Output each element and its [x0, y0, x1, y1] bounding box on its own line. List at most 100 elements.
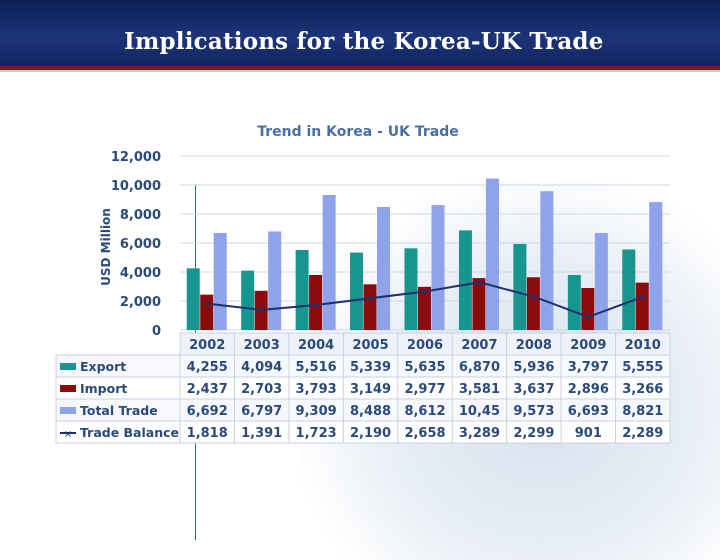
bar-import	[472, 278, 486, 330]
table-cell: 3,797	[568, 360, 609, 375]
table-cell: 2,437	[187, 382, 228, 397]
point-trade-balance	[586, 315, 591, 319]
table-row-bg	[56, 355, 670, 377]
bar-total-trade	[377, 206, 391, 330]
bar-import	[418, 286, 431, 330]
table-cell: 3,149	[350, 382, 391, 397]
bar-import	[581, 288, 595, 330]
table-cell: 5,516	[296, 360, 337, 375]
header-red-stripe	[0, 66, 720, 70]
y-tick-label: 8,000	[120, 208, 161, 223]
x-tick-label: 2010	[625, 338, 661, 353]
bar-import	[309, 275, 323, 330]
y-tick-label: 12,000	[111, 150, 161, 165]
legend-swatch	[60, 407, 76, 414]
table-cell: 901	[575, 426, 602, 441]
x-tick-label: 2009	[570, 338, 606, 353]
table-cell: 8,612	[404, 404, 445, 419]
table-cell: 6,870	[459, 360, 500, 375]
y-tick-label: 2,000	[120, 295, 161, 310]
table-cell: 9,309	[296, 404, 337, 419]
y-tick-label: 6,000	[120, 237, 161, 252]
bar-export	[567, 274, 581, 330]
bar-total-trade	[268, 231, 282, 330]
legend-marker: ×	[64, 429, 72, 440]
bar-import	[200, 294, 214, 330]
table-row-bg	[56, 399, 670, 421]
point-trade-balance	[477, 280, 482, 285]
bar-export	[350, 252, 364, 330]
table-cell: 3,266	[622, 382, 663, 397]
bar-export	[404, 248, 418, 330]
y-tick-label: 10,000	[111, 179, 161, 194]
data-table: 2002 2003 2004 2005 2006 2007 2008 2009 2010 Expo…	[55, 332, 671, 444]
bar-export	[186, 268, 200, 330]
point-trade-balance	[205, 301, 210, 306]
table-cell: 9,573	[513, 404, 554, 419]
table-cell: 2,190	[350, 426, 391, 441]
table-cell: 1,723	[296, 426, 337, 441]
table-cell: 3,581	[459, 382, 500, 397]
table-cell: 5,635	[404, 360, 445, 375]
bar-import	[635, 282, 649, 330]
table-cell: 5,339	[350, 360, 391, 375]
point-trade-balance	[259, 308, 264, 312]
bar-total-trade	[213, 232, 227, 330]
bar-total-trade	[322, 195, 336, 330]
table-cell: 4,255	[187, 360, 228, 375]
table-cell: 2,289	[622, 426, 663, 441]
x-tick-label: 2006	[407, 338, 443, 353]
x-tick-label: 2002	[189, 338, 225, 353]
y-tick-label: 4,000	[120, 266, 161, 281]
table-cell: 8,821	[622, 404, 663, 419]
y-tick-labels: 12,000 10,000 8,000 6,000 4,000 2,000 0	[111, 150, 161, 339]
slide-title: Implications for the Korea-UK Trade	[124, 28, 604, 55]
table-cell: 1,391	[241, 426, 282, 441]
bar-export	[513, 243, 527, 330]
bar-total-trade	[649, 202, 663, 330]
slide-header: Implications for the Korea-UK Trade	[0, 0, 720, 72]
legend-label: Trade Balance	[80, 425, 179, 440]
table-cell: 4,094	[241, 360, 282, 375]
x-tick-label: 2003	[244, 338, 280, 353]
bar-total-trade	[594, 232, 608, 330]
bar-export	[458, 230, 472, 330]
x-tick-label: 2008	[516, 338, 552, 353]
x-tick-label: 2005	[352, 338, 388, 353]
table-cell: 5,936	[513, 360, 554, 375]
x-tick-label: 2004	[298, 338, 334, 353]
table-cell: 1,818	[187, 426, 228, 441]
legend-swatch	[60, 385, 76, 392]
table-cell: 8,488	[350, 404, 391, 419]
bar-import	[363, 284, 377, 330]
table-cell: 2,658	[404, 426, 445, 441]
legend-label: Export	[80, 359, 126, 374]
table-cell: 6,797	[241, 404, 282, 419]
table-cell: 2,977	[404, 382, 445, 397]
legend-label: Import	[80, 381, 127, 396]
table-header-bg	[180, 333, 670, 355]
y-tick-label: 0	[152, 324, 161, 339]
table-row-bg	[56, 377, 670, 399]
table-cell: 2,299	[513, 426, 554, 441]
table-cell: 6,692	[187, 404, 228, 419]
trade-chart: Trend in Korea - UK Trade USD Million 12…	[55, 124, 671, 444]
point-trade-balance	[314, 303, 318, 307]
point-trade-balance	[423, 289, 427, 294]
bar-total-trade	[540, 191, 554, 330]
legend-label: Total Trade	[80, 403, 158, 418]
header-gray-stripe	[0, 70, 720, 72]
point-trade-balance	[532, 294, 536, 299]
table-cell: 10,45	[459, 404, 500, 419]
table-cell: 2,703	[241, 382, 282, 397]
trade-balance-line	[205, 280, 645, 319]
bar-export	[241, 270, 255, 330]
bar-total-trade	[485, 178, 499, 330]
bar-export	[295, 250, 309, 330]
legend-swatch	[60, 363, 76, 370]
table-cell: 6,693	[568, 404, 609, 419]
bars	[186, 178, 663, 330]
table-row-bg	[56, 421, 670, 443]
chart-title: Trend in Korea - UK Trade	[257, 124, 459, 140]
table-cell: 3,637	[513, 382, 554, 397]
